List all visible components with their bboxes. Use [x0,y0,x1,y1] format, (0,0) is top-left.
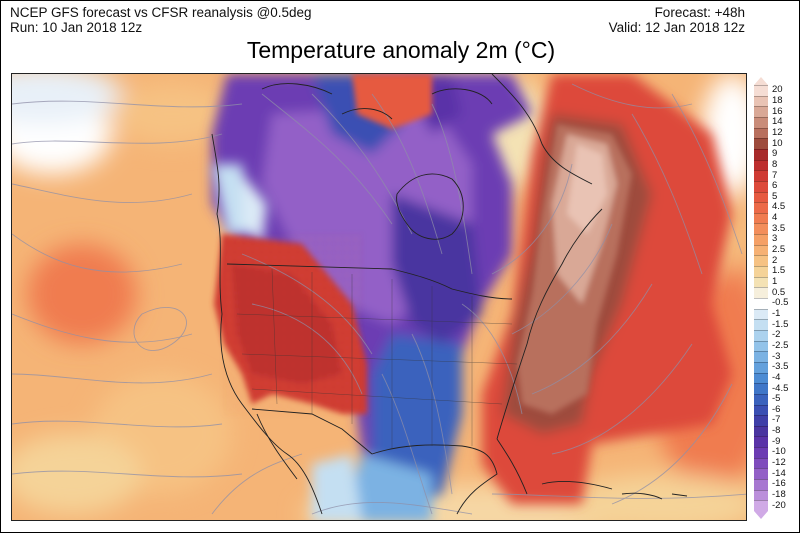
colorbar-cell [754,404,768,416]
colorbar-cell [754,415,768,427]
anomaly-map [11,73,747,521]
colorbar-cell [754,393,768,405]
colorbar-label: -8 [772,425,781,437]
colorbar-cell [754,255,768,267]
colorbar-label: 5 [772,190,778,202]
colorbar-label: 6 [772,180,778,192]
map-title: Temperature anomaly 2m (°C) [246,37,556,63]
colorbar-label: 3.5 [772,222,786,234]
colorbar-cell [754,202,768,214]
colorbar-label: 2 [772,254,778,266]
colorbar-label: -20 [772,499,786,511]
colorbar-label: -1 [772,307,781,319]
colorbar-label: -0.5 [772,297,789,309]
colorbar-cell [754,276,768,288]
model-info: NCEP GFS forecast vs CFSR reanalysis @0.… [10,5,312,20]
colorbar-cell [754,266,768,278]
colorbar-cell [754,180,768,192]
colorbar-cell [754,191,768,203]
colorbar-cell [754,106,768,118]
colorbar-bottom-arrow [754,511,768,519]
colorbar-label: 2.5 [772,244,786,256]
state-borders [236,268,518,449]
colorbar-label: 4 [772,212,778,224]
colorbar-cell [754,116,768,129]
colorbar-cell [754,351,768,363]
colorbar-label: -5 [772,393,781,405]
colorbar-label: -12 [772,457,786,469]
forecast-hour: Forecast: +48h [654,5,745,20]
colorbar-label: -2.5 [772,339,789,351]
colorbar-label: 9 [772,148,778,160]
colorbar-label: 16 [772,105,783,117]
colorbar-cell [754,500,768,512]
colorbar-cell [754,383,768,395]
colorbar-label: 7 [772,169,778,181]
colorbar-label: -4.5 [772,382,789,394]
colorbar-label: 8 [772,158,778,170]
colorbar-cell [754,340,768,352]
colorbar-cell [754,308,768,320]
colorbar-cell [754,170,768,182]
colorbar-label: -10 [772,446,786,458]
colorbar-label: 1.5 [772,265,786,277]
colorbar-cell [754,244,768,256]
colorbar-cell [754,479,768,491]
colorbar-label: 1 [772,276,778,288]
colorbar-label: 18 [772,94,783,106]
colorbar-cell [754,489,768,501]
colorbar [754,77,768,519]
colorbar-cell [754,85,768,97]
colorbar-cell [754,138,768,150]
colorbar-label: -3.5 [772,361,789,373]
colorbar-cell [754,287,768,299]
colorbar-cell [754,436,768,448]
wind-streamlines [12,83,746,515]
colorbar-top-arrow [754,77,768,85]
colorbar-label: -2 [772,329,781,341]
colorbar-label: 12 [772,126,783,138]
colorbar-label: -3 [772,350,781,362]
colorbar-cell [754,457,768,469]
colorbar-cell [754,298,768,310]
colorbar-cell [754,372,768,384]
colorbar-label: -4 [772,371,781,383]
valid-time: Valid: 12 Jan 2018 12z [608,20,745,35]
colorbar-label: 0.5 [772,286,786,298]
colorbar-cell [754,468,768,480]
coastlines-and-borders [211,74,688,515]
colorbar-cell [754,95,768,107]
colorbar-label: 4.5 [772,201,786,213]
colorbar-label: -18 [772,489,786,501]
colorbar-cell [754,234,768,246]
colorbar-cell [754,329,768,342]
colorbar-cell [754,361,768,374]
colorbar-cell [754,319,768,331]
colorbar-cell [754,447,768,459]
colorbar-cell [754,159,768,171]
colorbar-cell [754,212,768,224]
colorbar-label: 3 [772,233,778,245]
colorbar-label: -6 [772,403,781,415]
colorbar-label: 20 [772,84,783,96]
colorbar-label: 10 [772,137,783,149]
colorbar-cell [754,127,768,139]
anomaly-shading [12,74,746,520]
colorbar-label: -16 [772,478,786,490]
colorbar-cell [754,148,768,161]
colorbar-label: -9 [772,435,781,447]
colorbar-label: 14 [772,116,783,128]
run-time: Run: 10 Jan 2018 12z [10,20,143,35]
colorbar-label: -7 [772,414,781,426]
colorbar-label: -14 [772,467,786,479]
colorbar-label: -1.5 [772,318,789,330]
colorbar-cell [754,223,768,235]
colorbar-cell [754,425,768,437]
